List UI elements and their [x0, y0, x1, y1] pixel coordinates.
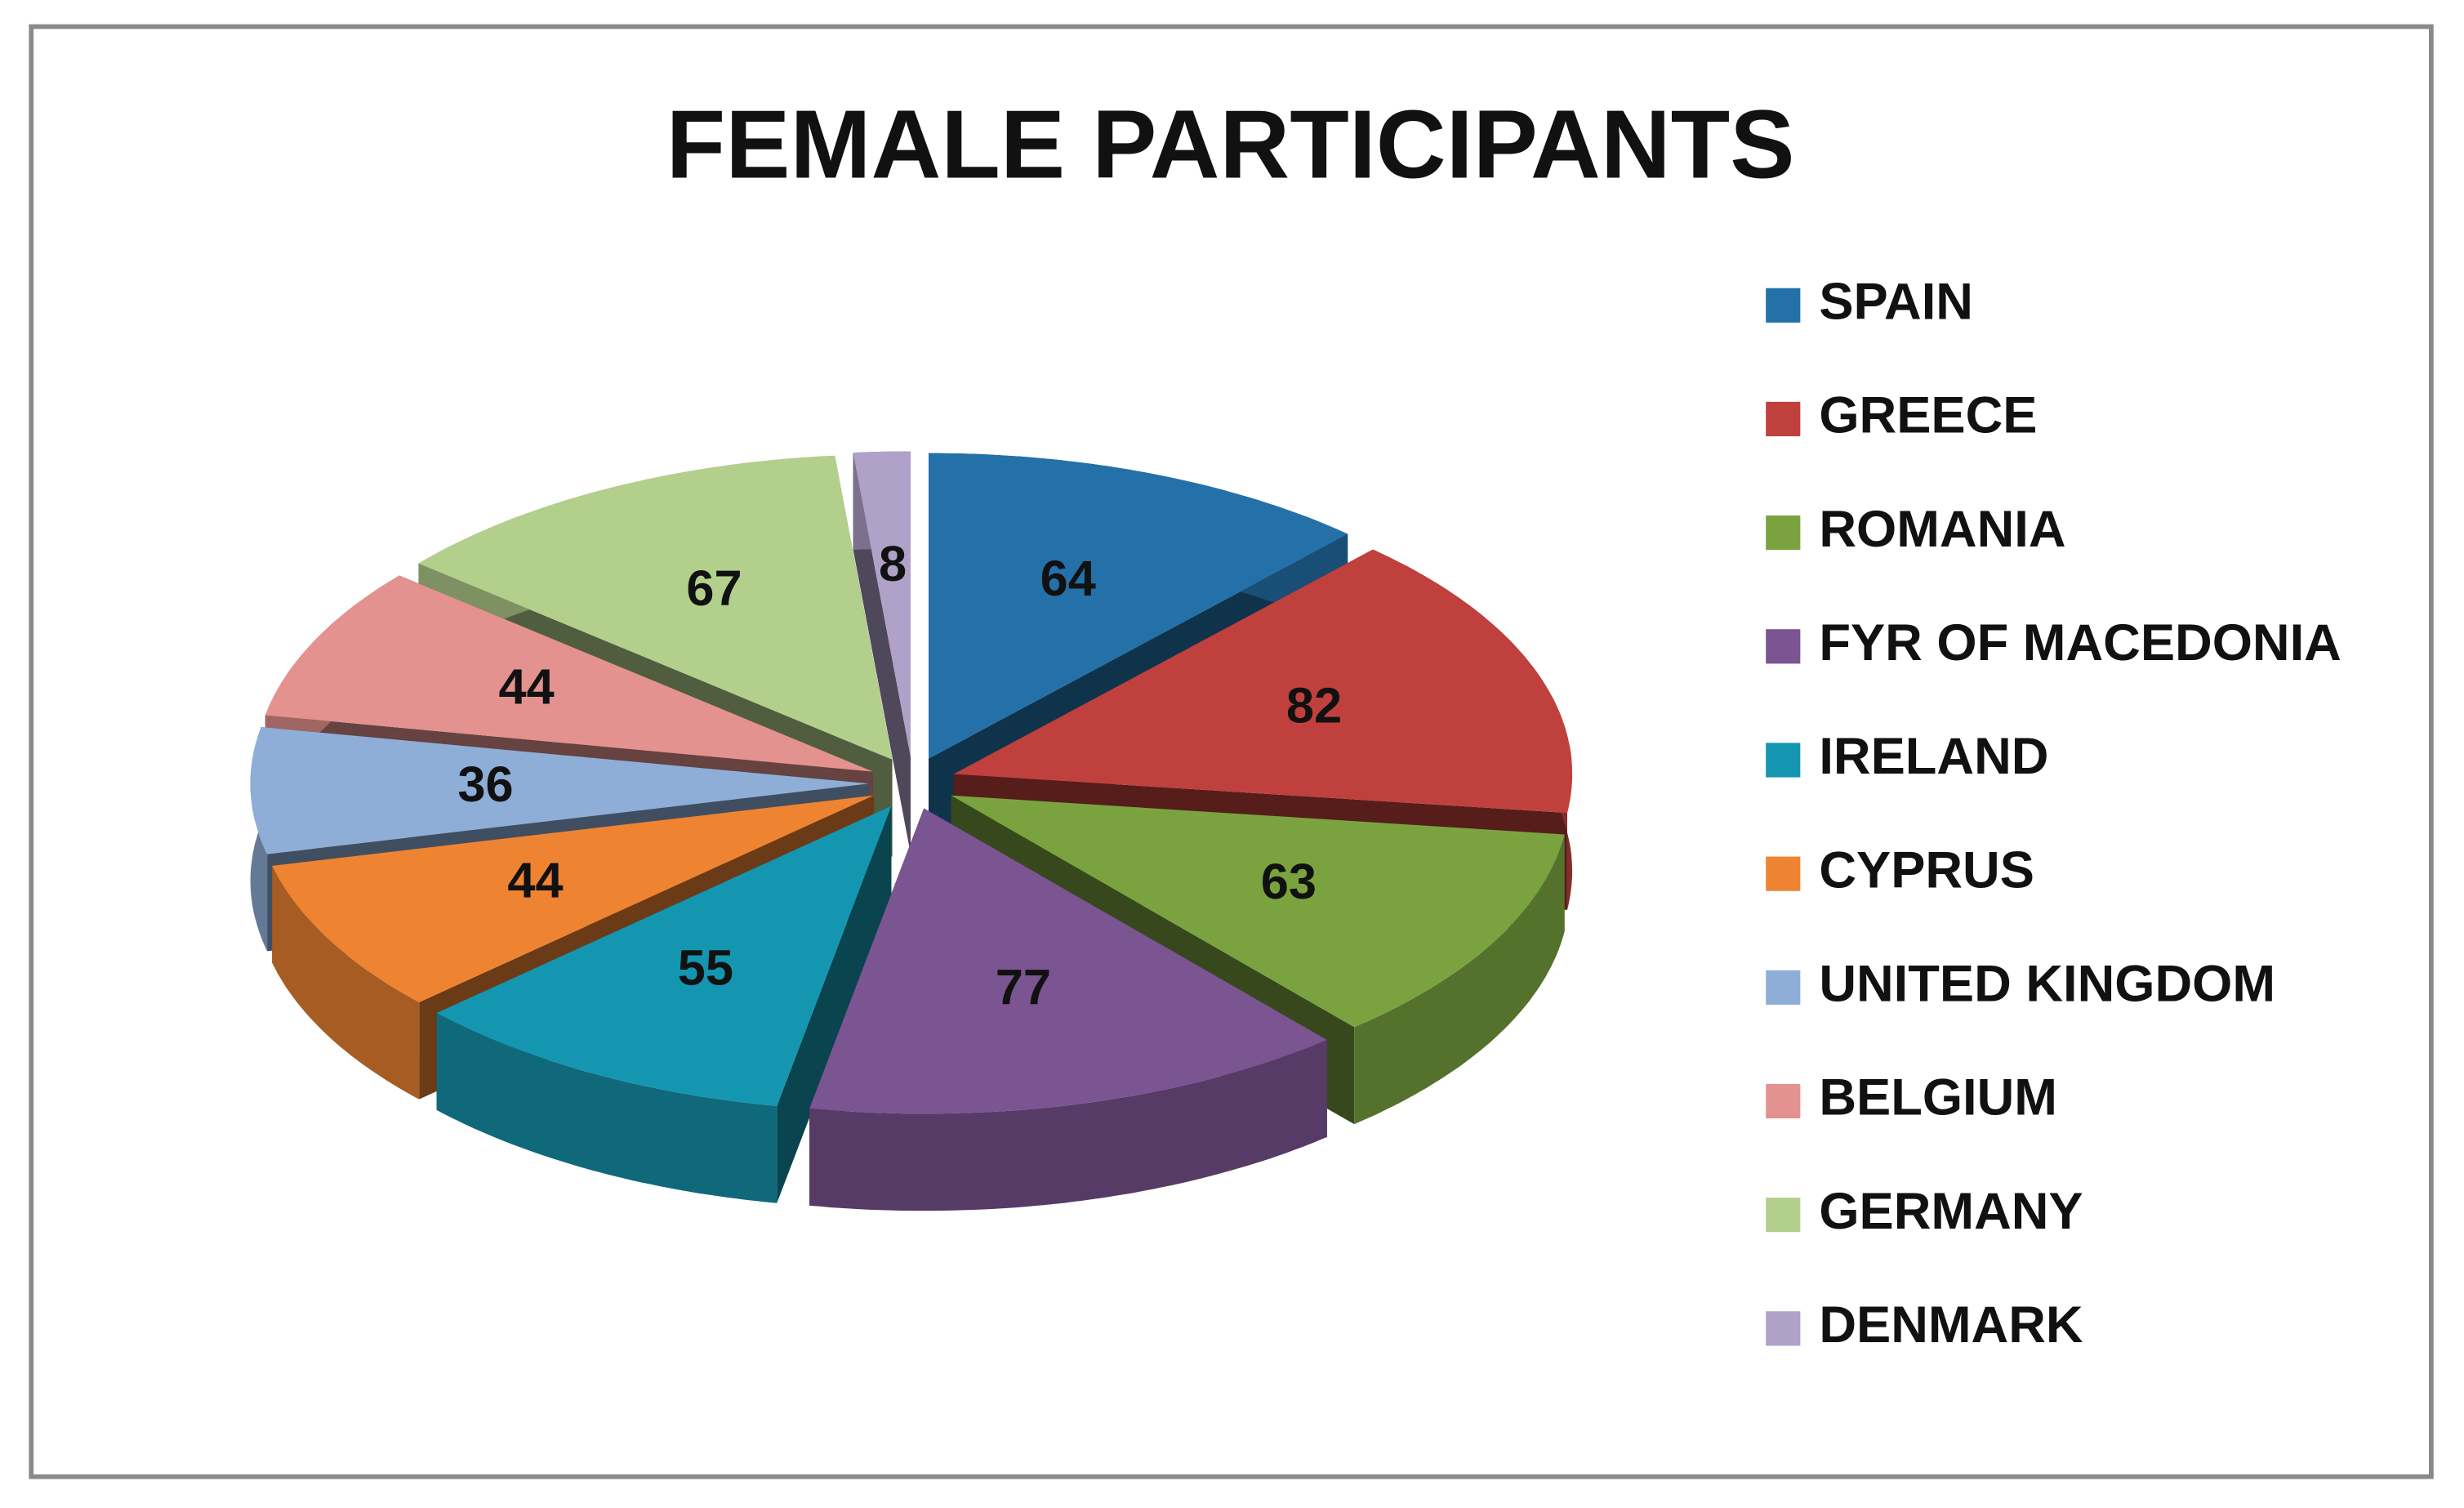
- chart-title: FEMALE PARTICIPANTS: [666, 90, 1795, 199]
- legend-label: CYPRUS: [1819, 841, 2034, 899]
- legend-label: UNITED KINGDOM: [1819, 956, 2275, 1013]
- legend-swatch: [1766, 1311, 1801, 1346]
- data-label: 82: [1286, 676, 1342, 733]
- legend-label: BELGIUM: [1819, 1069, 2057, 1127]
- legend-label: FYR OF MACEDONIA: [1819, 614, 2341, 671]
- slice: [853, 451, 911, 757]
- data-label: 55: [678, 939, 733, 996]
- legend-swatch: [1766, 401, 1801, 437]
- legend-swatch: [1766, 515, 1801, 551]
- legend-label: GREECE: [1819, 387, 2037, 444]
- slice-side: [853, 453, 911, 854]
- data-label: 44: [499, 658, 555, 715]
- slice-side: [1354, 834, 1565, 1125]
- legend-swatch: [1766, 743, 1801, 778]
- legend-label: ROMANIA: [1819, 501, 2065, 558]
- data-label: 77: [996, 959, 1051, 1015]
- slice: [436, 805, 892, 1106]
- data-label: 67: [686, 560, 742, 616]
- data-label: 44: [507, 852, 563, 908]
- slice: [265, 575, 873, 772]
- legend-label: IRELAND: [1819, 728, 2048, 785]
- legend-swatch: [1766, 288, 1801, 323]
- legend: SPAIN GREECE ROMANIA FYR OF MACEDONIA IRELAN…: [1766, 274, 2341, 1354]
- legend-swatch: [1766, 970, 1801, 1005]
- slice-side: [272, 865, 420, 1100]
- slice: [928, 453, 1348, 759]
- data-label: 63: [1261, 853, 1317, 909]
- legend-swatch: [1766, 856, 1801, 891]
- slice: [809, 808, 1327, 1114]
- legend-label: SPAIN: [1819, 274, 1973, 331]
- slice-side: [809, 1040, 1327, 1211]
- legend-label: GERMANY: [1819, 1183, 2083, 1240]
- legend-swatch: [1766, 1198, 1801, 1233]
- legend-swatch: [1766, 1083, 1801, 1119]
- slice: [953, 549, 1573, 814]
- slice: [250, 727, 869, 854]
- data-label: 64: [1040, 550, 1096, 606]
- slice: [951, 795, 1565, 1028]
- legend-label: DENMARK: [1819, 1296, 2083, 1354]
- pie: 8 64 67 44 82 36 44 63 55 77: [250, 451, 1573, 1211]
- legend-swatch: [1766, 629, 1801, 664]
- data-label: 8: [879, 535, 907, 591]
- slice: [418, 455, 893, 760]
- data-label: 36: [457, 756, 513, 812]
- slice: [272, 795, 875, 1002]
- slice-side: [436, 1013, 778, 1203]
